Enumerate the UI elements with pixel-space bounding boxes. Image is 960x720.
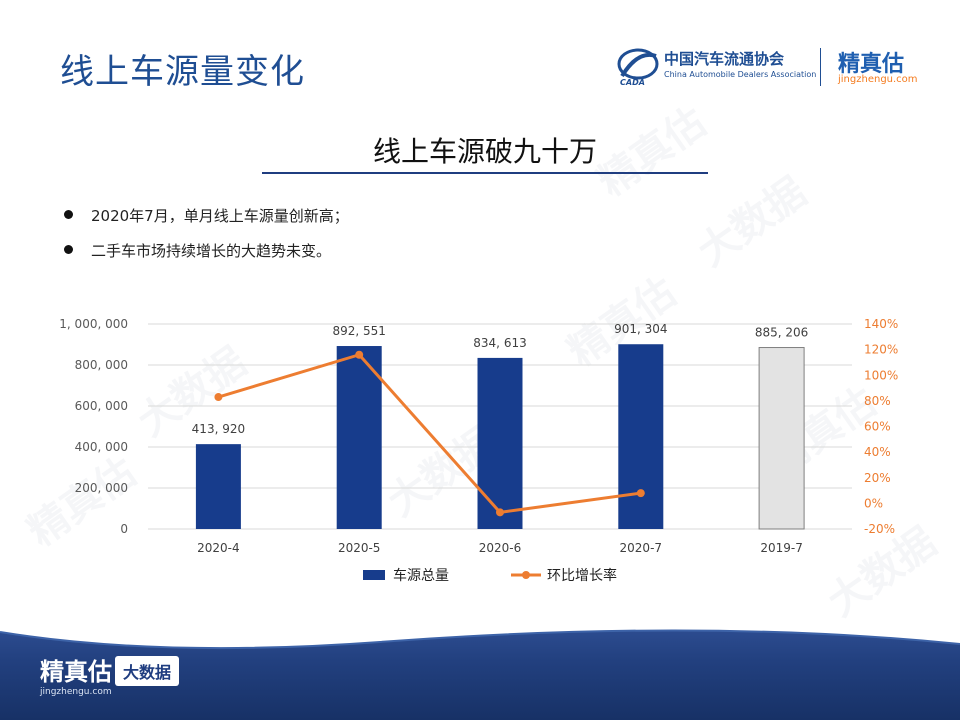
caada-name-en: China Automobile Dealers Association <box>664 70 817 79</box>
logo-divider <box>820 48 821 86</box>
footer-logo: 精真估 jingzhengu.com <box>40 652 112 697</box>
footer: 精真估 jingzhengu.com 大数据 <box>0 622 960 720</box>
x-tick-label: 2020-6 <box>479 541 522 555</box>
bar <box>477 357 523 529</box>
bullet-dot-icon <box>64 245 73 254</box>
subtitle-underline <box>262 172 708 174</box>
line-point <box>355 350 364 359</box>
y-left-tick-label: 1, 000, 000 <box>59 317 128 331</box>
svg-text:CADA: CADA <box>620 78 645 86</box>
y-left-tick-label: 400, 000 <box>75 440 128 454</box>
logo-area: CADA 中国汽车流通协会 China Automobile Dealers A… <box>616 44 926 90</box>
footer-url: jingzhengu.com <box>40 687 112 697</box>
bullet-item: 2020年7月，单月线上车源量创新高； <box>64 205 349 226</box>
bar-data-label: 892, 551 <box>332 324 385 338</box>
jzg-logo-url: jingzhengu.com <box>838 74 918 85</box>
y-left-tick-label: 0 <box>120 522 128 536</box>
y-right-tick-label: 140% <box>864 317 898 331</box>
y-right-tick-label: 120% <box>864 343 898 357</box>
footer-brand: 精真估 <box>40 658 112 686</box>
bar-data-label: 834, 613 <box>473 336 526 350</box>
legend-bar-swatch <box>363 570 385 580</box>
bar-data-label: 413, 920 <box>192 422 245 436</box>
bar <box>758 347 805 530</box>
line-series <box>217 353 642 514</box>
y-left-tick-label: 600, 000 <box>75 399 128 413</box>
bar-data-label: 885, 206 <box>755 326 808 340</box>
x-tick-label: 2020-4 <box>197 541 240 555</box>
subtitle: 线上车源破九十万 <box>372 135 597 168</box>
bar <box>336 346 382 529</box>
y-right-tick-label: 80% <box>864 394 891 408</box>
bar <box>195 444 241 529</box>
bar <box>618 344 664 529</box>
bullet-text: 2020年7月，单月线上车源量创新高； <box>91 207 349 225</box>
y-left-tick-label: 200, 000 <box>75 481 128 495</box>
legend-label: 车源总量 <box>393 567 449 584</box>
y-right-tick-label: 40% <box>864 445 891 459</box>
bar-data-label: 901, 304 <box>614 322 667 336</box>
caada-name-cn: 中国汽车流通协会 <box>664 50 785 68</box>
y-right-tick-label: 20% <box>864 471 891 485</box>
footer-badge: 大数据 <box>115 656 180 686</box>
bullet-item: 二手车市场持续增长的大趋势未变。 <box>64 240 331 261</box>
line-point <box>496 508 504 517</box>
y-right-tick-label: 0% <box>864 496 883 510</box>
footer-wave <box>0 622 960 650</box>
watermark: 大数据 <box>689 169 815 276</box>
bullet-dot-icon <box>64 210 73 219</box>
jzg-logo-text: 精真估 <box>838 52 905 77</box>
chart: 0 200, 000 400, 000 600, 000 800, 000 1, 000,… <box>59 317 898 584</box>
legend-label: 环比增长率 <box>547 567 617 584</box>
y-right-tick-label: 60% <box>864 420 891 434</box>
y-left-tick-label: 800, 000 <box>75 358 128 372</box>
x-tick-label: 2020-5 <box>338 541 381 555</box>
x-tick-label: 2019-7 <box>760 541 803 555</box>
bullet-text: 二手车市场持续增长的大趋势未变。 <box>91 242 332 260</box>
line-point <box>214 393 223 402</box>
x-tick-label: 2020-7 <box>620 541 663 555</box>
page-title: 线上车源量变化 <box>60 52 305 92</box>
caada-logo-icon: CADA <box>617 48 659 86</box>
y-right-tick-label: 100% <box>864 368 898 382</box>
legend-line-marker <box>522 571 530 579</box>
y-right-tick-label: -20% <box>864 522 895 536</box>
line-point <box>636 489 645 498</box>
